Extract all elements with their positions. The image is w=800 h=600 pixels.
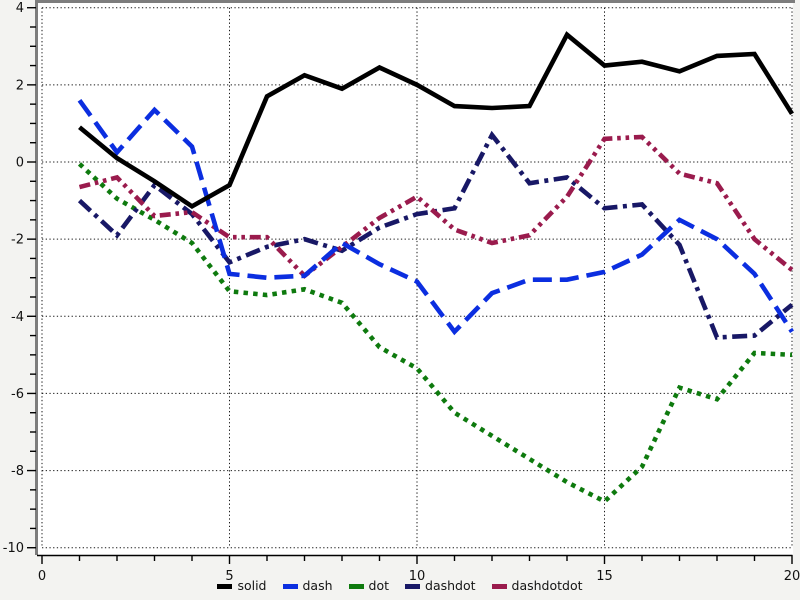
y-axis-tick-label: 2 xyxy=(16,78,24,93)
legend-item-dashdot: dashdot xyxy=(405,577,476,593)
legend-label-dashdotdot: dashdotdot xyxy=(511,577,583,593)
legend-item-dashdotdot: dashdotdot xyxy=(491,577,583,593)
legend-label-dot: dot xyxy=(368,577,390,593)
y-axis-tick-label: -8 xyxy=(11,464,24,479)
legend-label-solid: solid xyxy=(237,577,267,593)
legend-swatch-dashdot xyxy=(405,583,421,589)
legend-swatch-dashdotdot xyxy=(491,583,507,589)
x-axis-tick-label: 10 xyxy=(409,569,426,584)
legend: solid dash dot dashdot dashdotdot xyxy=(0,577,800,595)
x-axis-tick-label: 20 xyxy=(784,569,800,584)
legend-label-dash: dash xyxy=(302,577,333,593)
plot-frame-left xyxy=(35,0,38,555)
y-axis-tick-label: -6 xyxy=(11,387,24,402)
legend-item-dash: dash xyxy=(282,577,333,593)
legend-label-dashdot: dashdot xyxy=(425,577,476,593)
x-axis-tick-label: 0 xyxy=(38,569,46,584)
y-axis-tick-label: -10 xyxy=(3,541,24,556)
series-line-dashdotdot xyxy=(78,134,794,279)
y-axis-tick-label: -2 xyxy=(11,233,24,248)
x-axis-tick-label: 15 xyxy=(596,569,613,584)
plot-area xyxy=(37,3,793,555)
y-axis-tick-label: 0 xyxy=(16,156,24,171)
y-axis-tick-label: 4 xyxy=(16,1,24,16)
legend-swatch-dot xyxy=(348,583,364,589)
legend-swatch-dash xyxy=(282,583,298,589)
series-line-dot xyxy=(77,162,793,505)
series-line-solid xyxy=(78,31,794,210)
series-line-dash xyxy=(77,98,794,336)
legend-item-solid: solid xyxy=(217,577,267,593)
plot-frame-top xyxy=(35,0,795,3)
y-axis-tick-label: -4 xyxy=(11,310,24,325)
legend-item-dot: dot xyxy=(348,577,390,593)
legend-swatch-solid xyxy=(217,583,233,589)
x-axis-tick-label: 5 xyxy=(225,569,233,584)
